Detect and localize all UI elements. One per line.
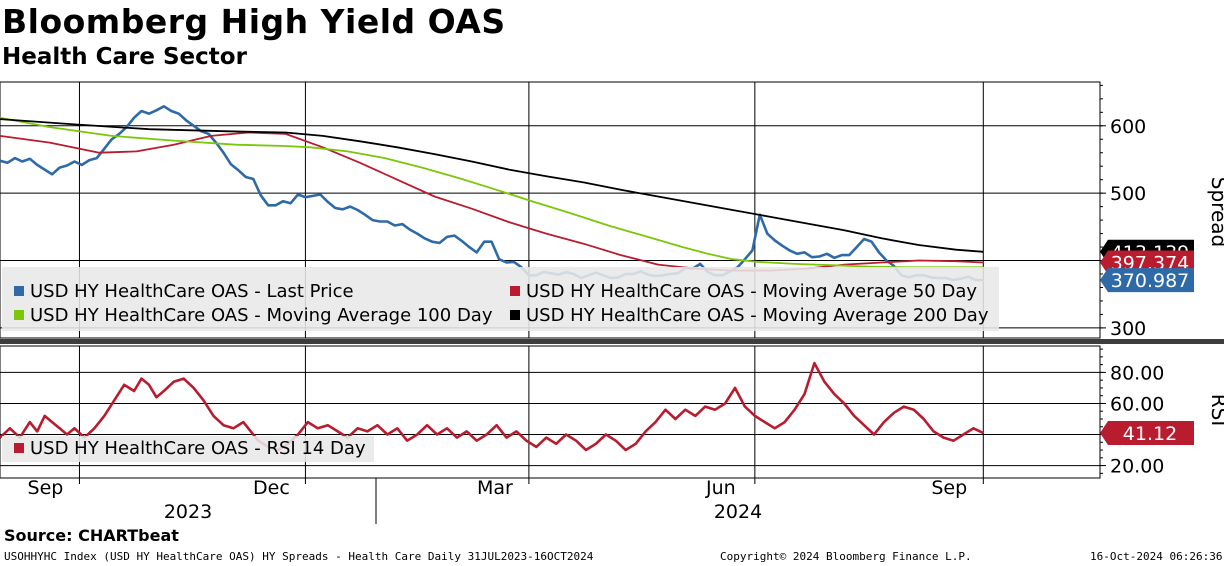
rsi-line [0,361,984,452]
y-tick-label: 300 [1110,318,1146,340]
y-tick-label: 20.00 [1110,456,1164,478]
legend-swatch [14,286,24,296]
footer-timestamp: 16-Oct-2024 06:26:36 [1090,550,1223,563]
badge-shape [1100,420,1194,445]
y-tick-label: 500 [1110,183,1146,205]
badge-value: 370.987 [1111,270,1190,292]
footer-copyright: Copyright© 2024 Bloomberg Finance L.P. [720,550,972,563]
rsi-legend: USD HY HealthCare OAS - RSI 14 Day [2,436,374,462]
year-label: 2023 [164,501,212,523]
y-tick-label: 600 [1110,116,1146,138]
legend-item-ma100: USD HY HealthCare OAS - Moving Average 1… [14,305,492,326]
y-tick-label: 60.00 [1110,393,1164,415]
chart-subtitle: Health Care Sector [2,44,247,70]
legend-swatch [510,286,520,296]
year-label: 2024 [714,501,762,523]
badge-value: 41.12 [1123,423,1177,445]
last-value-badge: 41.12 [1100,420,1194,445]
ma50-line [0,131,984,272]
chart-title: Bloomberg High Yield OAS [2,2,506,41]
spread-plot-area [0,81,1101,339]
badge-shape [1100,268,1194,293]
last-value-badge: 370.987 [1100,268,1194,293]
x-tick-label: Sep [931,477,967,499]
rsi-axis-label: RSI [1207,394,1224,427]
legend-item-rsi: USD HY HealthCare OAS - RSI 14 Day [14,438,366,459]
y-tick-label: 80.00 [1110,362,1164,384]
x-tick-label: Dec [253,477,290,499]
footer-ticker: USOHHYHC Index (USD HY HealthCare OAS) H… [4,550,594,563]
legend-item-ma200: USD HY HealthCare OAS - Moving Average 2… [510,305,988,326]
x-tick-label: Mar [477,477,513,499]
spread-legend: USD HY HealthCare OAS - Last Price USD H… [2,267,999,331]
legend-item-ma50: USD HY HealthCare OAS - Moving Average 5… [510,281,977,302]
source-note: Source: CHARTbeat [4,526,179,545]
last-price-line [0,105,984,282]
legend-item-last-price: USD HY HealthCare OAS - Last Price [14,281,354,302]
legend-swatch [510,310,520,320]
spread-axis-label: Spread [1207,177,1224,247]
x-tick-label: Sep [28,477,64,499]
legend-swatch [14,310,24,320]
rsi-plot-area [0,345,1101,479]
x-tick-label: Jun [705,477,736,499]
ma100-line [0,116,984,269]
legend-swatch [14,443,24,453]
panel-divider[interactable] [0,339,1224,344]
ma200-line [0,118,984,253]
